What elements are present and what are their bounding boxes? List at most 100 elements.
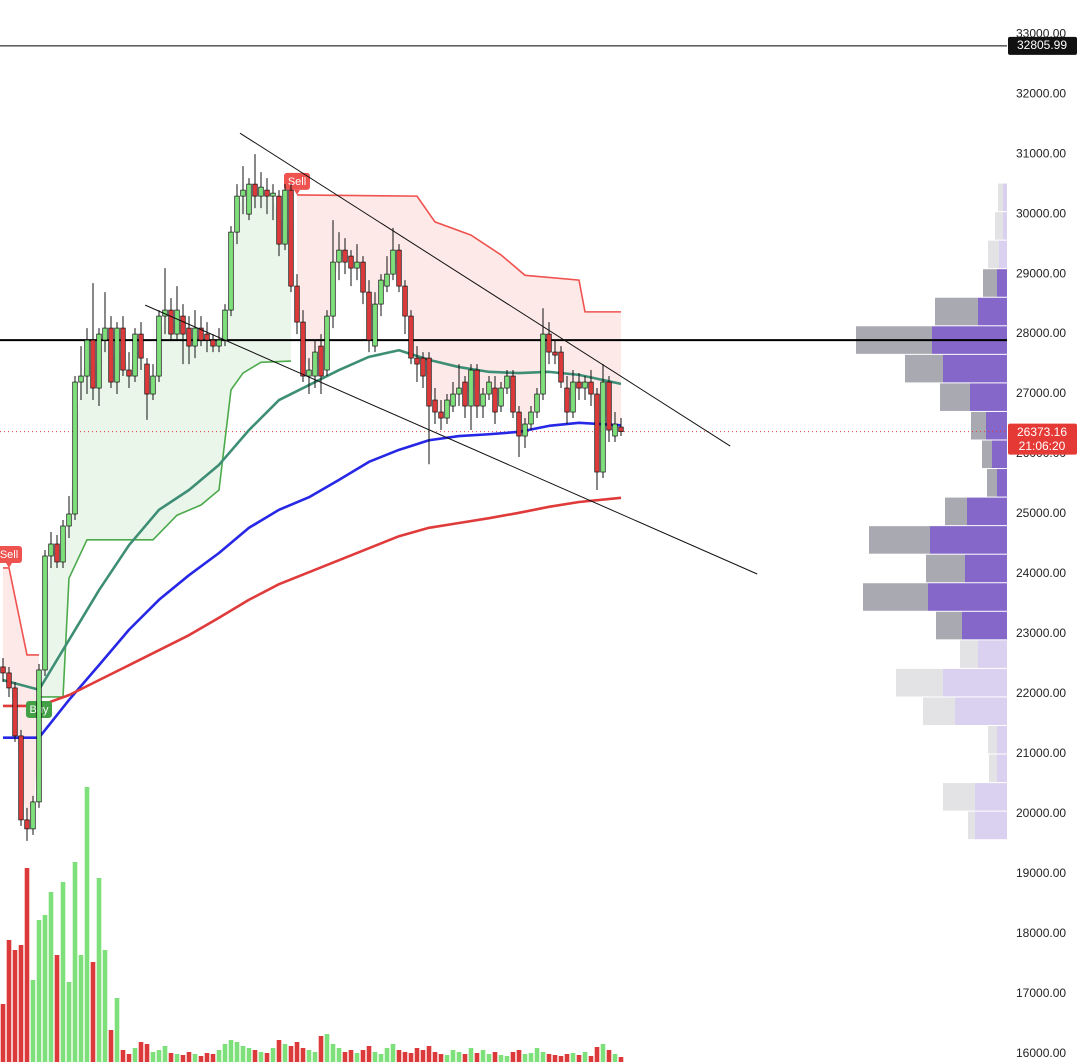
y-tick-label: 17000.00 xyxy=(1016,986,1066,1000)
candle-body xyxy=(420,357,426,377)
candle-body xyxy=(36,669,42,803)
profile-up xyxy=(997,754,1007,783)
profile-up xyxy=(997,725,1007,754)
volume-bar xyxy=(516,1050,522,1062)
volume-bar xyxy=(468,1048,474,1062)
profile-down xyxy=(960,640,978,668)
candle-body xyxy=(516,411,522,437)
volume-bar xyxy=(564,1054,570,1062)
candle-body xyxy=(252,183,258,197)
volume-bar xyxy=(0,1004,6,1062)
candle-body xyxy=(462,381,468,407)
candle-body xyxy=(258,186,264,197)
profile-up xyxy=(943,668,1007,697)
profile-up xyxy=(962,611,1007,640)
y-tick-label: 20000.00 xyxy=(1016,806,1066,820)
candle-body xyxy=(378,279,384,305)
candle-body xyxy=(246,183,252,215)
candle-body xyxy=(510,375,516,413)
candle-body xyxy=(306,369,312,377)
candle-body xyxy=(210,339,216,347)
candle-body xyxy=(588,381,594,395)
volume-bar xyxy=(396,1050,402,1062)
trend-fill xyxy=(3,567,39,825)
volume-bar xyxy=(114,998,120,1062)
volume-bar xyxy=(282,1044,288,1062)
y-tick-label: 28000.00 xyxy=(1016,326,1066,340)
candle-body xyxy=(498,387,504,407)
profile-down xyxy=(968,811,975,840)
supertrend-line xyxy=(39,360,292,698)
volume-bar xyxy=(240,1046,246,1062)
volume-bar xyxy=(252,1050,258,1062)
candle-body xyxy=(330,261,336,317)
candle-body xyxy=(444,399,450,419)
volume-bar xyxy=(474,1053,480,1062)
candle-body xyxy=(288,189,294,287)
signal: Sell xyxy=(0,545,22,568)
volume-bar xyxy=(312,1052,318,1062)
profile-up xyxy=(997,269,1007,297)
y-tick-label: 18000.00 xyxy=(1016,926,1066,940)
volume-bar xyxy=(504,1056,510,1062)
volume-bar xyxy=(588,1056,594,1062)
volume-bar xyxy=(456,1052,462,1062)
candle-body xyxy=(318,345,324,377)
candle-body xyxy=(222,309,228,341)
profile-up xyxy=(1003,212,1007,240)
candle-body xyxy=(576,381,582,389)
profile-down xyxy=(943,783,975,811)
signal-pointer xyxy=(6,562,12,568)
candle-body xyxy=(234,195,240,233)
candle-body xyxy=(456,387,462,395)
candle-body xyxy=(396,249,402,287)
candle-body xyxy=(132,333,138,377)
candle-body xyxy=(528,411,534,425)
volume-bar xyxy=(444,1055,450,1062)
candle-body xyxy=(414,357,420,365)
volume-bar xyxy=(492,1052,498,1062)
volume-bar xyxy=(186,1052,192,1062)
volume-bar xyxy=(210,1054,216,1062)
volume-bar xyxy=(120,1050,126,1062)
volume-bar xyxy=(96,878,102,1062)
volume-bar xyxy=(318,1036,324,1062)
profile-down xyxy=(988,725,997,754)
volume-bar xyxy=(378,1054,384,1062)
profile-down xyxy=(998,183,1003,212)
candle-body xyxy=(66,513,72,527)
profile-down xyxy=(935,297,978,326)
volume-bar xyxy=(552,1055,558,1062)
candle-body xyxy=(276,195,282,245)
volume-bar xyxy=(258,1052,264,1062)
y-tick-label: 24000.00 xyxy=(1016,566,1066,580)
volume-bar xyxy=(276,1040,282,1062)
candle-body xyxy=(138,333,144,359)
volume-bar xyxy=(570,1053,576,1062)
candle-body xyxy=(594,393,600,473)
candle-body xyxy=(156,315,162,377)
candle-body xyxy=(78,375,84,383)
candle-body xyxy=(384,273,390,287)
volume-bar xyxy=(342,1052,348,1062)
level-tag-label: 32805.99 xyxy=(1017,38,1067,52)
volume-bar xyxy=(60,882,66,1062)
candle-body xyxy=(600,381,606,473)
profile-down xyxy=(869,526,930,554)
y-tick-label: 32000.00 xyxy=(1016,86,1066,100)
y-tick-label: 22000.00 xyxy=(1016,686,1066,700)
volume-bar xyxy=(618,1057,624,1062)
volume-bar xyxy=(288,1046,294,1062)
last-price-tag xyxy=(1008,423,1077,455)
volume-bar xyxy=(162,1046,168,1062)
supertrend-line xyxy=(296,194,621,313)
y-tick-label: 23000.00 xyxy=(1016,626,1066,640)
volume-bar xyxy=(30,980,36,1062)
trend-fill xyxy=(39,190,291,736)
signal-pointer xyxy=(294,189,300,195)
volume-bar xyxy=(582,1052,588,1062)
candle-body xyxy=(408,315,414,359)
volume-bar xyxy=(102,950,108,1062)
candle-body xyxy=(60,525,66,563)
volume-bar xyxy=(216,1050,222,1062)
